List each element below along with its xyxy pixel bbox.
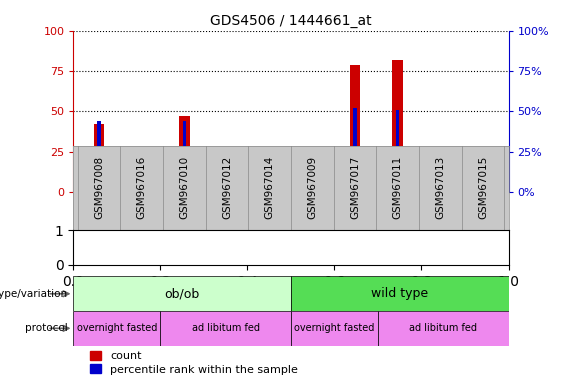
Bar [396,110,399,192]
Bar [311,160,314,192]
Text: genotype/variation: genotype/variation [0,289,68,299]
Text: GSM967015: GSM967015 [478,156,488,219]
Bar [477,177,488,192]
Text: GSM967012: GSM967012 [222,156,232,219]
Text: overnight fasted: overnight fasted [77,323,157,333]
Bar [160,311,291,346]
Bar [97,121,101,192]
Text: GSM967014: GSM967014 [264,156,275,219]
Text: overnight fasted: overnight fasted [294,323,375,333]
Bar [264,189,275,192]
Text: GSM967008: GSM967008 [94,156,104,219]
Text: ad libitum fed: ad libitum fed [409,323,477,333]
Text: GSM967017: GSM967017 [350,156,360,219]
Bar [73,276,291,311]
Bar [378,311,508,346]
Bar [179,116,190,192]
Bar [307,174,318,192]
Text: protocol: protocol [25,323,68,333]
Bar [140,179,144,192]
Bar [353,108,357,192]
Bar [481,169,485,192]
Title: GDS4506 / 1444661_at: GDS4506 / 1444661_at [210,14,372,28]
Text: ad libitum fed: ad libitum fed [192,323,260,333]
Bar [136,189,147,192]
Bar [392,60,403,192]
Text: GSM967009: GSM967009 [307,156,318,219]
Text: GSM967013: GSM967013 [435,156,445,219]
Text: ob/ob: ob/ob [164,287,200,300]
Bar [225,179,229,192]
Text: GSM967010: GSM967010 [179,156,189,219]
Bar [268,181,271,192]
Bar [291,311,378,346]
Text: GSM967011: GSM967011 [393,156,403,219]
Bar [182,121,186,192]
Legend: count, percentile rank within the sample: count, percentile rank within the sample [90,351,298,375]
Bar [291,276,508,311]
Bar [435,160,446,192]
Bar [350,65,360,192]
Bar [438,157,442,192]
Bar [73,311,160,346]
Text: GSM967016: GSM967016 [137,156,147,219]
Bar [94,124,105,192]
Text: wild type: wild type [371,287,428,300]
Bar [221,189,232,192]
